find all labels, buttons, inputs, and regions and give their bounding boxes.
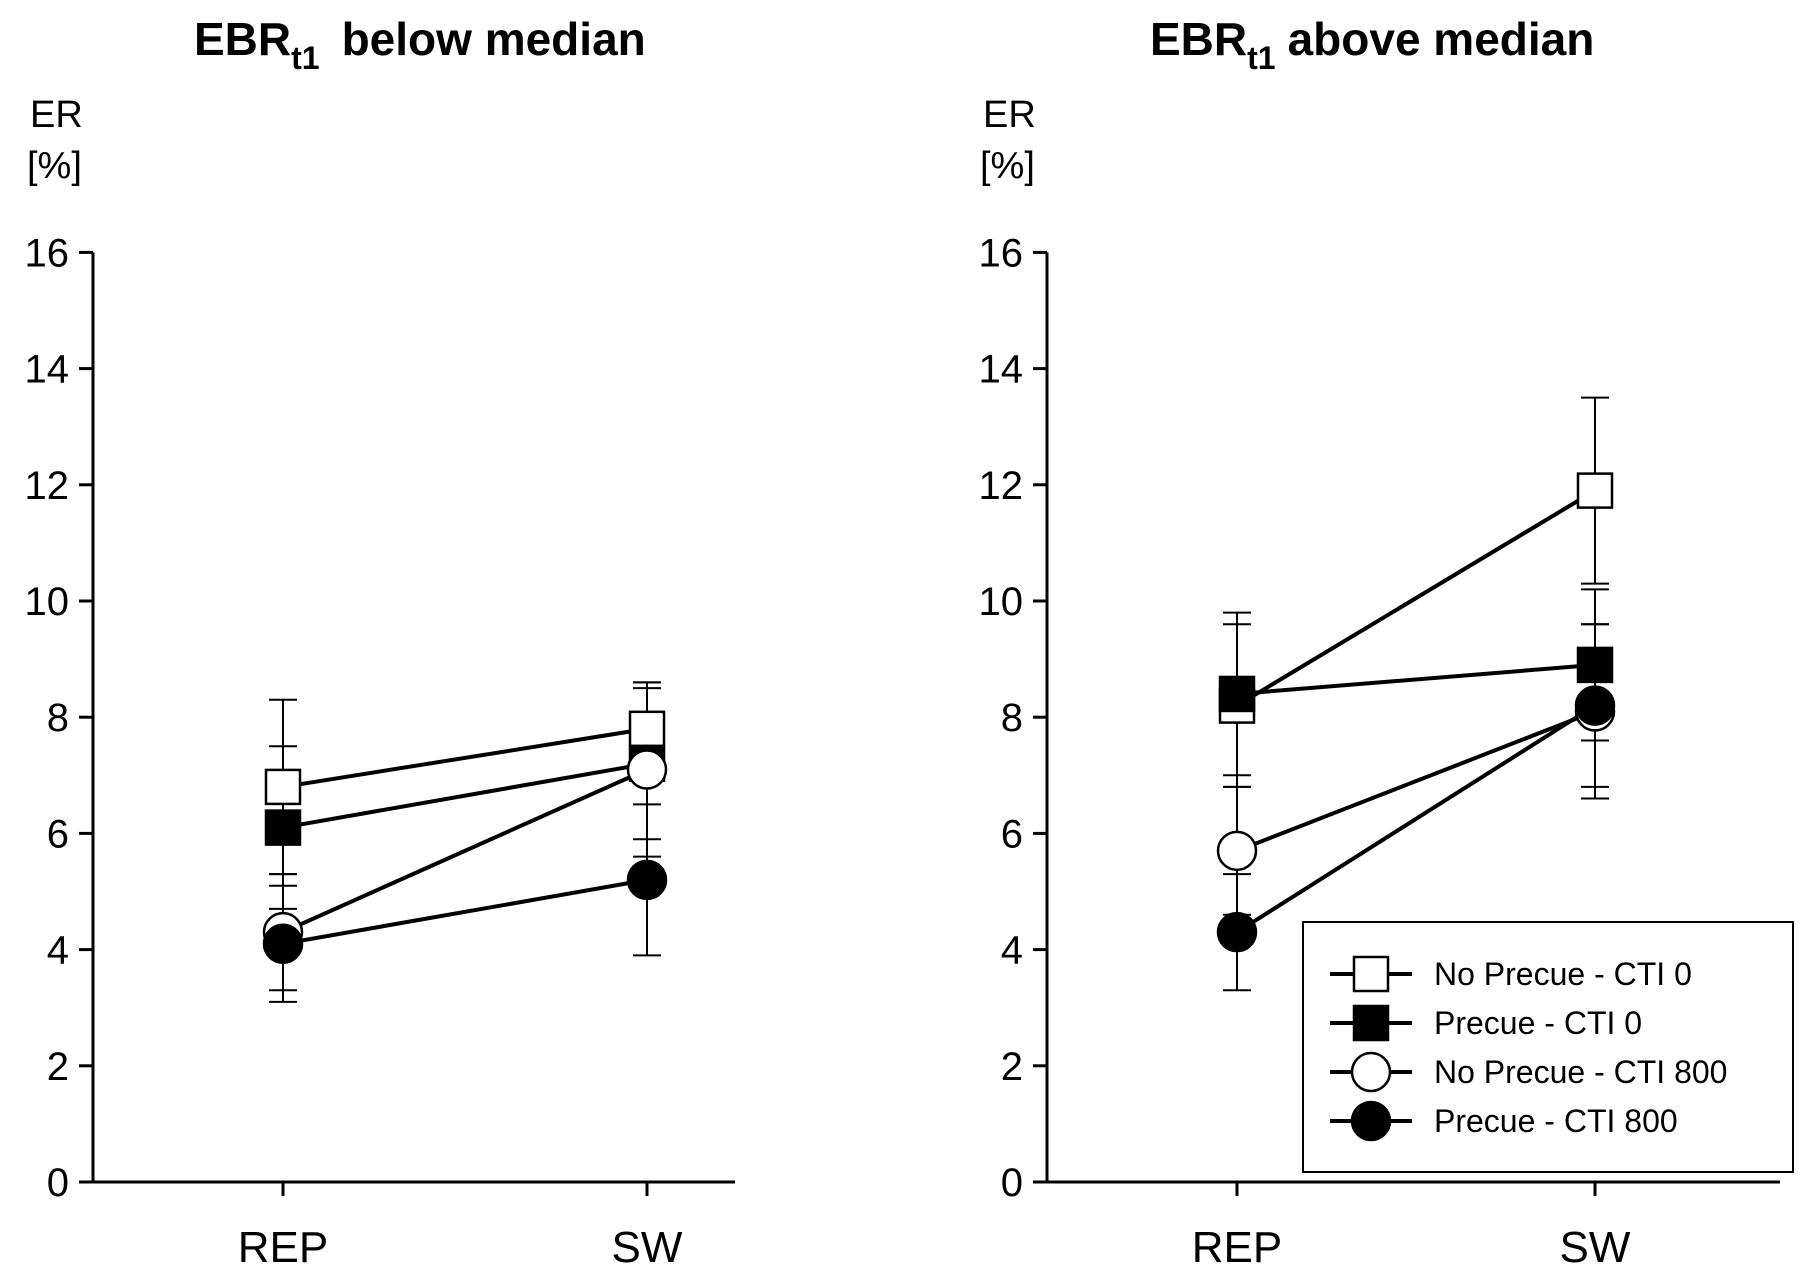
x-category-label: REP <box>238 1223 328 1272</box>
y-tick-label: 2 <box>1001 1045 1023 1089</box>
legend-marker <box>1350 1051 1392 1093</box>
legend-marker <box>1352 1004 1390 1042</box>
legend-label: Precue - CTI 800 <box>1434 1103 1678 1139</box>
y-tick-label: 0 <box>47 1161 69 1205</box>
y-tick-label: 4 <box>1001 929 1023 973</box>
chart-title: EBRt1 above median <box>1150 13 1594 76</box>
title-subscript: t1 <box>291 40 319 76</box>
title-rest: above median <box>1288 13 1595 65</box>
legend-marker <box>1352 955 1390 993</box>
panel-below-median: EBRt1 below median ER [%] 0 2 4 6 8 10 12 14 16 REP SW <box>25 13 735 1272</box>
series-line <box>282 877 648 946</box>
x-category-label: SW <box>1560 1223 1631 1272</box>
y-tick-label: 12 <box>979 464 1024 508</box>
data-point <box>264 809 302 846</box>
series-line <box>1236 662 1596 696</box>
data-point <box>262 923 304 965</box>
title-subscript: t1 <box>1247 40 1275 76</box>
data-point <box>628 710 666 748</box>
y-tick-label: 6 <box>1001 812 1023 856</box>
y-tick-label: 4 <box>47 929 69 973</box>
chart-title: EBRt1 below median <box>194 13 646 76</box>
data-point <box>1216 830 1258 872</box>
series-line <box>282 767 648 934</box>
legend-label: No Precue - CTI 800 <box>1434 1054 1727 1090</box>
y-tick-label: 16 <box>25 231 70 275</box>
legend-label: No Precue - CTI 0 <box>1434 956 1692 992</box>
data-point <box>1576 472 1614 509</box>
x-category-label: REP <box>1192 1223 1282 1272</box>
y-tick-label: 6 <box>47 812 69 856</box>
title-main: EBR <box>1150 13 1247 65</box>
panel-above-median: EBRt1 above median ER [%] 0 2 4 6 8 10 12 14 16 REP SW… <box>979 13 1794 1272</box>
y-tick-label: 10 <box>979 580 1024 624</box>
x-category-label: SW <box>612 1223 683 1272</box>
data-point <box>1216 911 1258 953</box>
data-point <box>626 749 668 790</box>
y-tick-label: 14 <box>979 348 1024 392</box>
title-rest: below median <box>342 13 646 65</box>
series-line <box>1235 488 1597 708</box>
y-axis-label-er: ER <box>30 94 83 136</box>
legend-marker <box>1350 1100 1392 1142</box>
data-point <box>264 768 302 806</box>
y-tick-label: 12 <box>25 464 70 508</box>
y-axis-label-unit: [%] <box>27 145 82 187</box>
data-point <box>1574 685 1616 726</box>
data-point <box>1576 646 1614 684</box>
legend-label: Precue - CTI 0 <box>1434 1005 1642 1041</box>
y-axis-label-unit: [%] <box>980 145 1035 187</box>
y-tick-label: 8 <box>1001 696 1023 740</box>
series-line <box>1236 709 1596 853</box>
title-main: EBR <box>194 13 291 65</box>
series-line <box>282 761 648 830</box>
y-tick-label: 16 <box>979 231 1024 275</box>
y-tick-label: 14 <box>25 348 70 392</box>
y-axis-label-er: ER <box>983 94 1036 136</box>
y-tick-label: 8 <box>47 696 69 740</box>
series-line <box>282 726 648 789</box>
data-point <box>1218 675 1256 713</box>
y-tick-label: 10 <box>25 580 70 624</box>
series-line <box>1235 703 1597 934</box>
y-tick-label: 2 <box>47 1045 69 1089</box>
data-point <box>626 859 668 901</box>
y-tick-label: 0 <box>1001 1161 1023 1205</box>
